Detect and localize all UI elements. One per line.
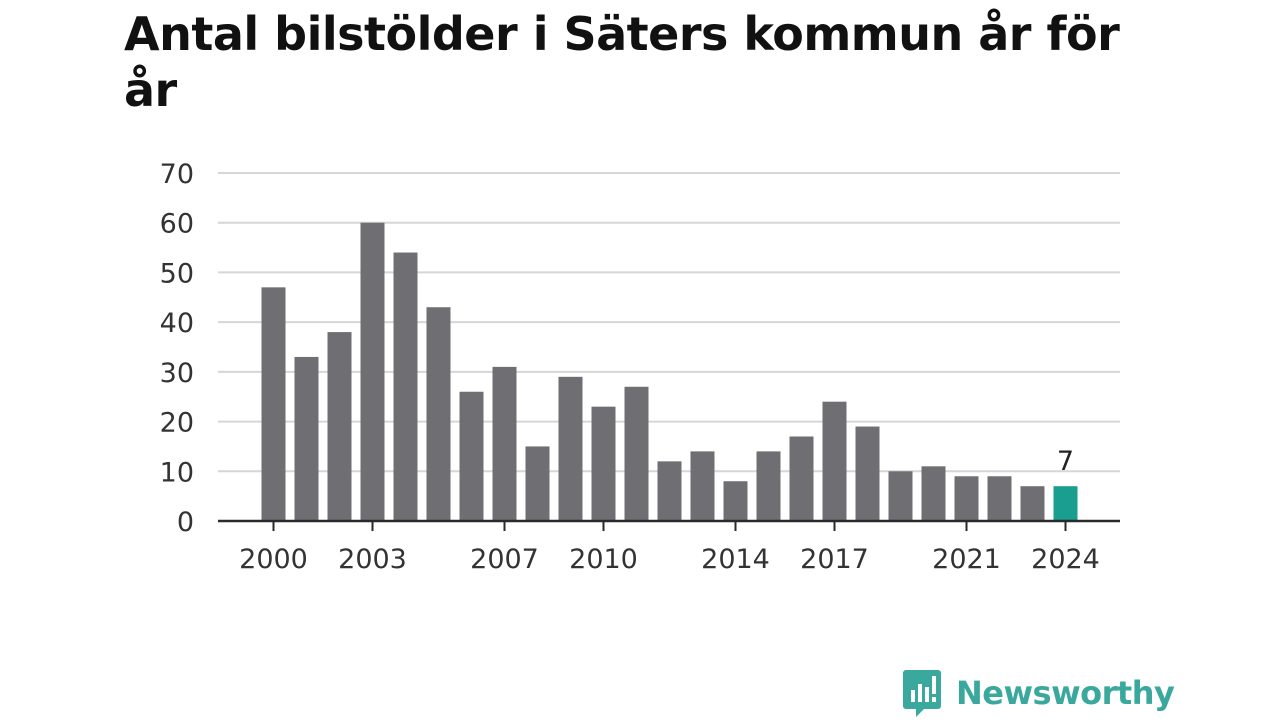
x-tick-label: 2010 [569,544,638,575]
y-tick-label: 60 [160,209,194,240]
bar-2016 [789,436,814,521]
bar-2024 [1053,486,1078,521]
newsworthy-logo-icon [903,670,941,717]
bars [261,222,1078,522]
y-tick-label: 40 [160,308,194,339]
x-axis-ticks: 2000 2003 2007 2010 2014 2017 2021 2024 [239,521,1100,575]
y-tick-label: 70 [160,159,194,190]
bar-2010 [591,406,616,521]
x-tick-label: 2003 [338,544,407,575]
bar-2009 [558,376,583,521]
bar-2021 [954,476,979,521]
brand-name: Newsworthy [956,674,1175,712]
x-tick-label: 2007 [470,544,539,575]
newsworthy-logo: Newsworthy [902,668,1175,718]
bar-2018 [855,426,880,521]
bar-2022 [987,476,1012,521]
y-tick-label: 10 [160,457,194,488]
bar-2002 [327,332,352,521]
bar-2012 [657,461,682,521]
y-axis-ticks: 0 10 20 30 40 50 60 70 [160,159,194,538]
bar-2023 [1020,486,1045,521]
x-tick-label: 2000 [239,544,308,575]
x-tick-label: 2021 [932,544,1001,575]
bar-2008 [525,446,550,521]
bar-2020 [921,466,946,521]
bar-2019 [888,471,913,521]
gridlines [218,172,1120,473]
bar-2004 [393,252,418,522]
x-tick-label: 2014 [701,544,770,575]
bar-2015 [756,451,781,521]
bar-2017 [822,401,847,521]
bar-2001 [294,356,319,521]
data-label-2024: 7 [1057,446,1074,477]
bar-2013 [690,451,715,521]
y-tick-label: 30 [160,358,194,389]
y-tick-label: 20 [160,408,194,439]
x-tick-label: 2017 [800,544,869,575]
bar-2005 [426,307,451,521]
bar-2003 [360,222,385,521]
y-tick-label: 0 [177,507,194,538]
bar-2000 [261,287,286,521]
bar-2007 [492,366,517,521]
bar-2006 [459,391,484,521]
bar-2014 [723,481,748,521]
x-tick-label: 2024 [1031,544,1100,575]
bar-2011 [624,386,649,521]
data-labels: 7 [1057,446,1074,477]
y-tick-label: 50 [160,258,194,289]
chart-title: Antal bilstölder i Säters kommun år för … [124,7,1120,117]
